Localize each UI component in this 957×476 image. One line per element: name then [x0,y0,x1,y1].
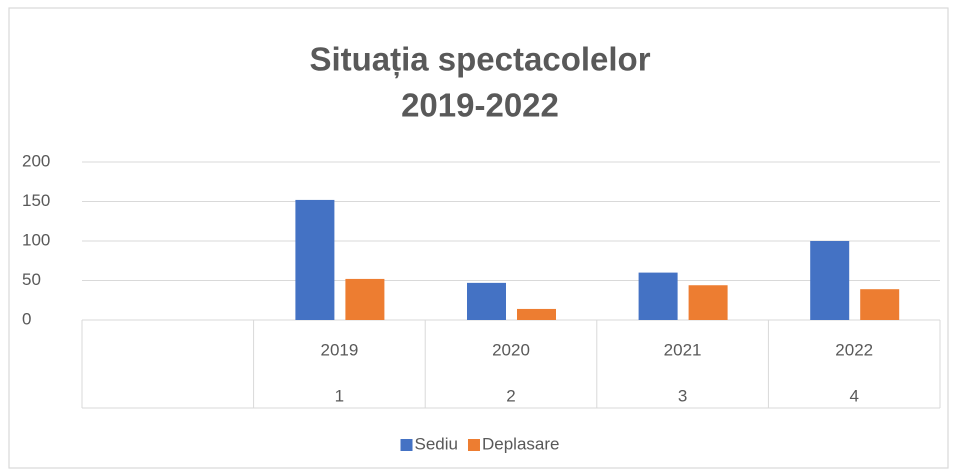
chart-title: Situația spectacolelor [309,41,650,79]
chart-border [8,7,949,469]
x-subtick-label: 1 [335,386,344,405]
y-tick-label: 150 [22,191,50,210]
bar [860,289,900,320]
legend-swatch [467,439,480,451]
x-tick-label: 2022 [835,340,873,359]
x-tick-label: 2020 [492,340,530,359]
y-tick-label: 200 [22,151,50,170]
bar [295,199,335,320]
bar [345,278,385,320]
bar [517,308,556,320]
legend-swatch [400,439,413,451]
x-tick-label: 2021 [664,340,702,359]
legend-label: Deplasare [482,434,560,453]
bar [638,272,678,320]
y-tick-label: 100 [22,230,50,249]
bar [688,285,728,320]
bar [810,241,850,320]
chart-title: 2019-2022 [401,87,559,124]
x-tick-label: 2019 [320,340,358,359]
y-tick-label: 50 [22,270,41,289]
x-subtick-label: 4 [849,386,858,405]
bar [467,282,506,320]
y-tick-label: 0 [22,309,31,328]
legend-label: Sediu [415,434,458,453]
x-subtick-label: 2 [506,386,515,405]
x-subtick-label: 3 [678,386,687,405]
